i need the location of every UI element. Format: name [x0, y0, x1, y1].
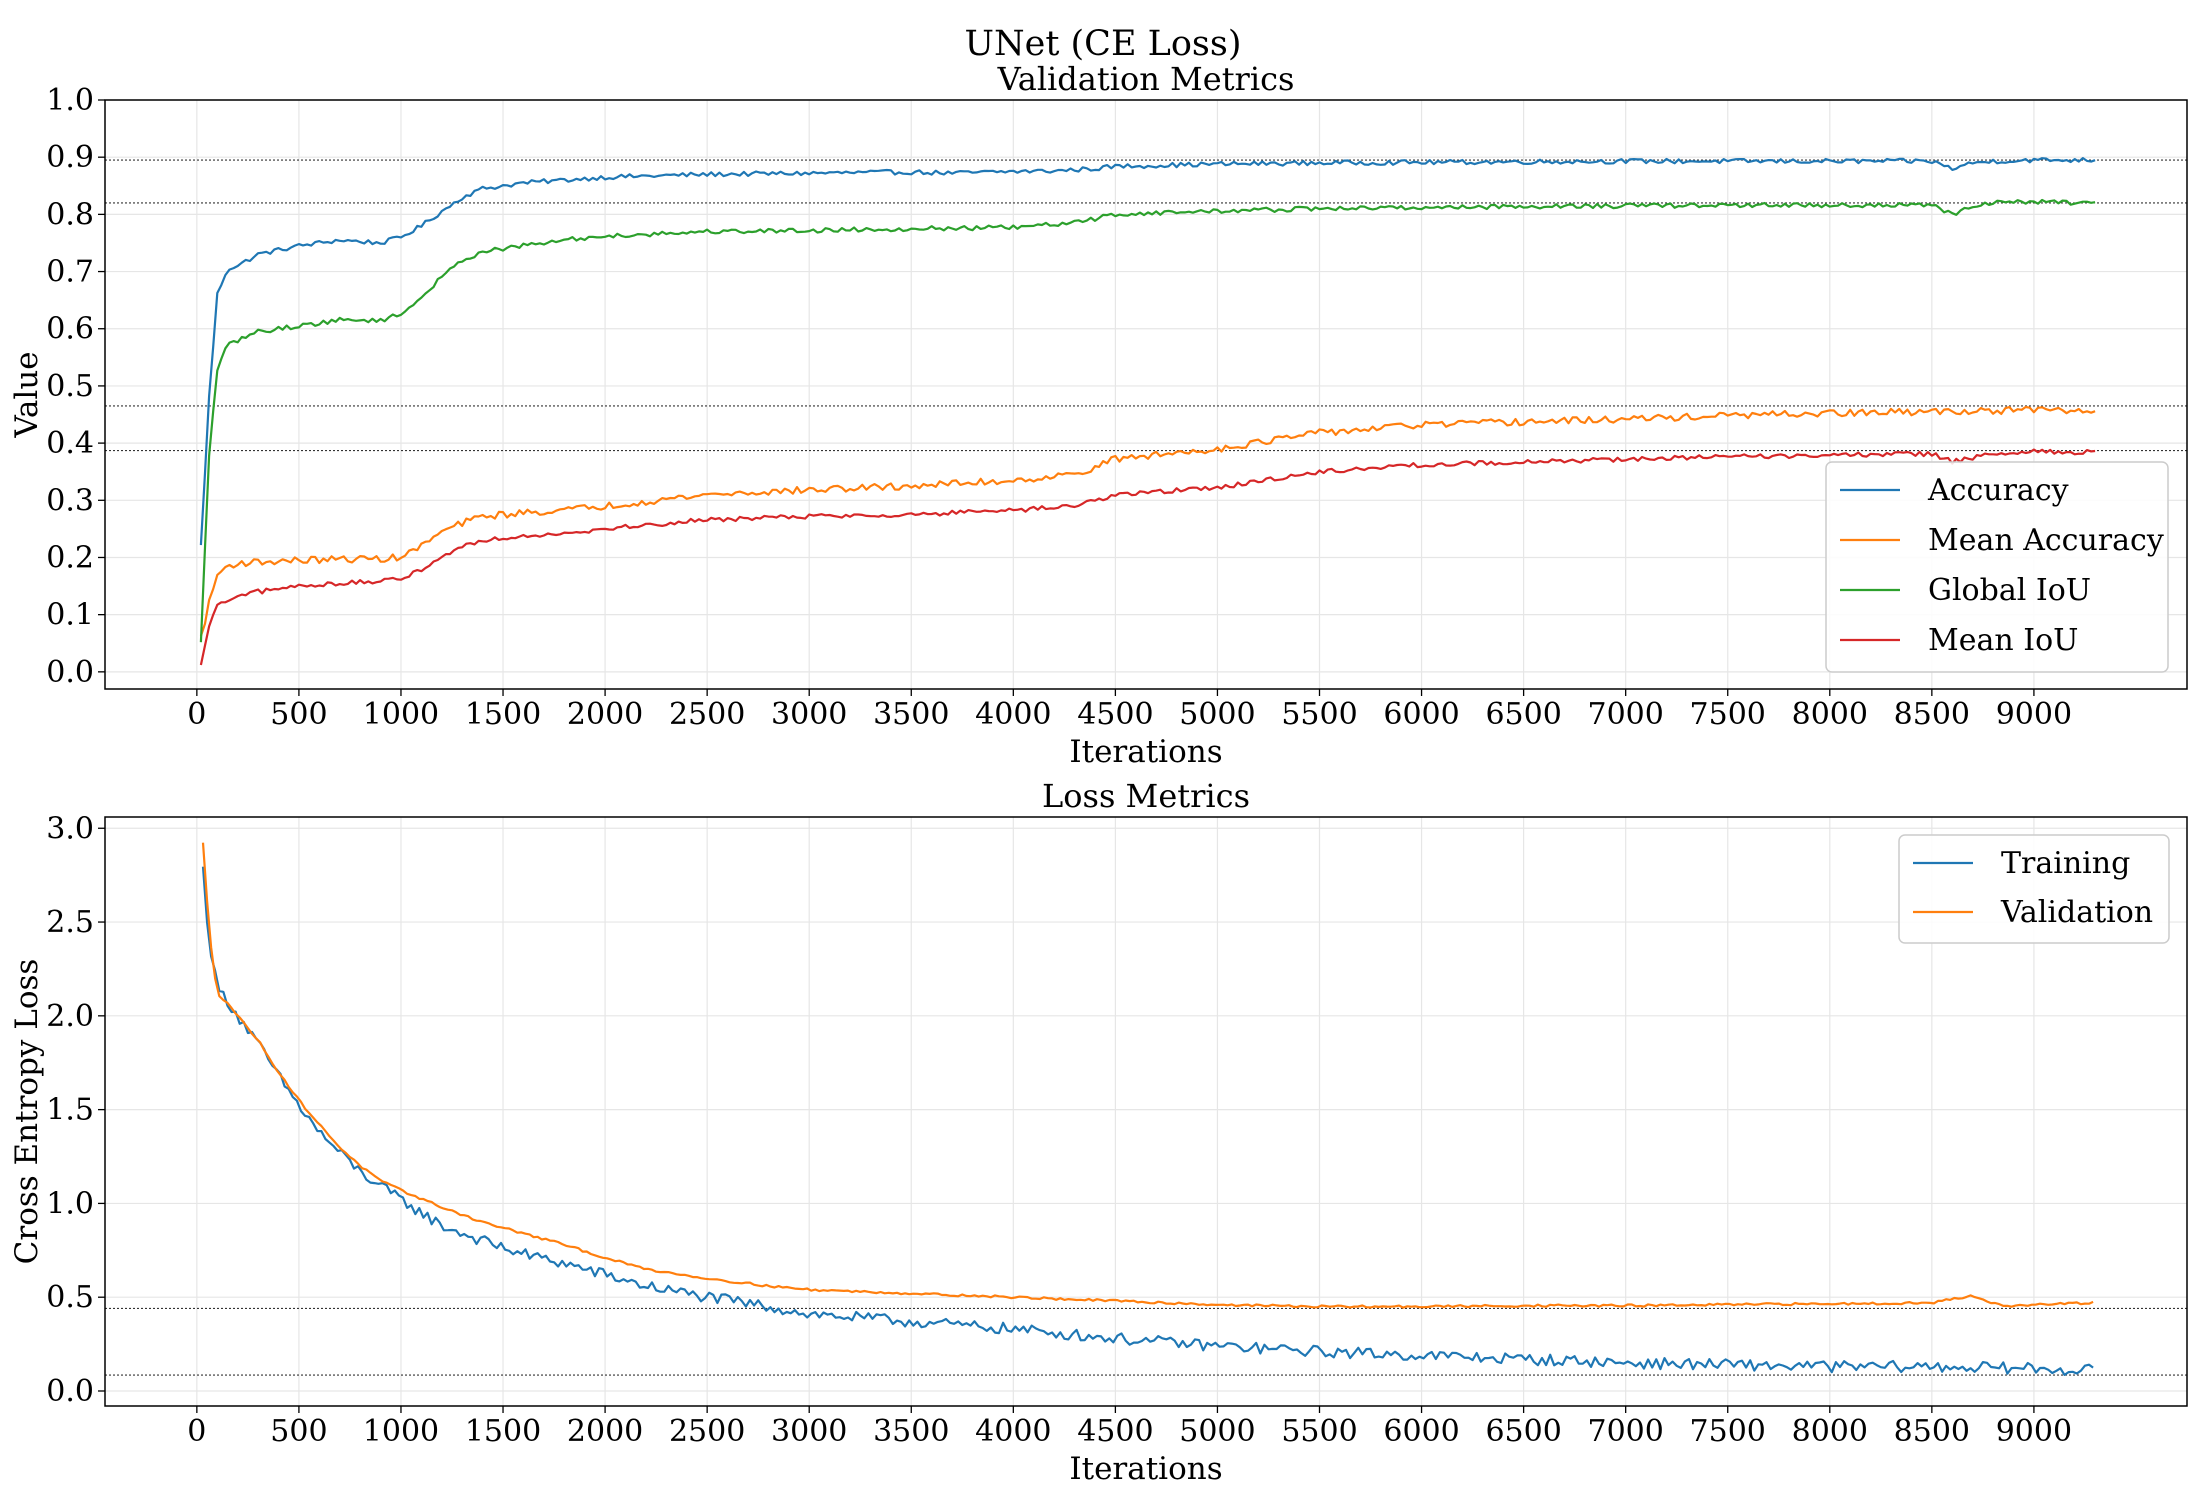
y-tick-label: 0.6 [46, 312, 94, 347]
x-tick-label: 2000 [567, 1414, 643, 1449]
y-tick-label: 0.5 [46, 369, 94, 404]
x-axis-label: Iterations [1069, 734, 1222, 770]
x-tick-label: 6500 [1485, 697, 1561, 732]
x-tick-label: 3500 [873, 1414, 949, 1449]
y-tick-label: 1.5 [46, 1093, 94, 1128]
x-tick-label: 8000 [1792, 1414, 1868, 1449]
x-tick-label: 7500 [1690, 1414, 1766, 1449]
x-tick-label: 500 [270, 1414, 327, 1449]
x-tick-label: 7000 [1587, 697, 1663, 732]
x-tick-label: 2500 [669, 1414, 745, 1449]
legend-label-global-iou: Global IoU [1928, 573, 2091, 608]
y-tick-label: 1.0 [46, 83, 94, 118]
axes-frame [104, 99, 2188, 690]
x-tick-label: 8500 [1894, 697, 1970, 732]
y-tick-label: 0.2 [46, 540, 94, 575]
x-tick-label: 0 [187, 1414, 206, 1449]
x-axis-label: Iterations [1069, 1451, 1222, 1487]
legend-label-mean-accuracy: Mean Accuracy [1928, 523, 2164, 558]
x-tick-label: 4000 [975, 697, 1051, 732]
y-tick-label: 3.0 [46, 811, 94, 846]
chart-title: Loss Metrics [1042, 777, 1250, 815]
x-tick-label: 1000 [363, 697, 439, 732]
x-tick-label: 6000 [1383, 1414, 1459, 1449]
legend-label-mean-iou: Mean IoU [1928, 623, 2078, 658]
y-tick-label: 0.9 [46, 140, 94, 175]
x-tick-label: 4000 [975, 1414, 1051, 1449]
x-tick-label: 7500 [1690, 697, 1766, 732]
series-line-training [201, 866, 2094, 1377]
legend-label-validation: Validation [2000, 895, 2153, 930]
y-tick-label: 2.0 [46, 999, 94, 1034]
x-tick-label: 8000 [1792, 697, 1868, 732]
y-tick-label: 2.5 [46, 905, 94, 940]
y-tick-label: 0.4 [46, 426, 94, 461]
x-tick-label: 3000 [771, 697, 847, 732]
x-tick-label: 4500 [1077, 1414, 1153, 1449]
x-tick-label: 7000 [1587, 1414, 1663, 1449]
legend-box [1825, 461, 2169, 673]
x-tick-label: 5500 [1281, 1414, 1357, 1449]
loss-metrics-panel: 0 500 1000 1500 2000 2500 3000 3500 4000 4500 5000… [9, 777, 2188, 1487]
y-tick-label: 0.0 [46, 1374, 94, 1409]
x-tick-label: 6500 [1485, 1414, 1561, 1449]
x-tick-label: 4500 [1077, 697, 1153, 732]
series-line-accuracy [199, 157, 2096, 546]
x-tick-label: 9000 [1996, 1414, 2072, 1449]
x-tick-label: 5000 [1179, 697, 1255, 732]
x-tick-label: 3000 [771, 1414, 847, 1449]
x-tick-label: 3500 [873, 697, 949, 732]
legend: Training Validation [1898, 834, 2170, 944]
x-tick-label: 1500 [465, 697, 541, 732]
series-line-validation [201, 842, 2094, 1309]
legend-label-accuracy: Accuracy [1927, 473, 2069, 508]
x-tick-label: 6000 [1383, 697, 1459, 732]
x-tick-label: 1500 [465, 1414, 541, 1449]
x-tick-label: 2000 [567, 697, 643, 732]
y-tick-label: 0.8 [46, 197, 94, 232]
x-tick-label: 8500 [1894, 1414, 1970, 1449]
y-tick-label: 0.5 [46, 1280, 94, 1315]
figure-suptitle: UNet (CE Loss) [964, 24, 1241, 64]
y-tick-label: 0.7 [46, 255, 94, 290]
y-tick-label: 0.1 [46, 598, 94, 633]
y-axis-label: Value [9, 351, 45, 438]
series-line-mean-accuracy [199, 405, 2096, 637]
x-tick-label: 5500 [1281, 697, 1357, 732]
legend: Accuracy Mean Accuracy Global IoU Mean IoU [1825, 461, 2169, 673]
x-tick-label: 5000 [1179, 1414, 1255, 1449]
y-tick-label: 0.0 [46, 655, 94, 690]
series-line-global-iou [199, 198, 2096, 643]
y-axis-label: Cross Entropy Loss [9, 959, 45, 1265]
axes-frame [104, 816, 2188, 1407]
y-tick-label: 0.3 [46, 483, 94, 518]
x-tick-label: 0 [187, 697, 206, 732]
chart-title: Validation Metrics [997, 60, 1295, 98]
x-tick-label: 500 [270, 697, 327, 732]
x-tick-label: 9000 [1996, 697, 2072, 732]
x-tick-label: 1000 [363, 1414, 439, 1449]
legend-label-training: Training [2001, 846, 2130, 881]
series-line-mean-iou [199, 448, 2096, 666]
y-tick-label: 1.0 [46, 1186, 94, 1221]
x-tick-label: 2500 [669, 697, 745, 732]
validation-metrics-panel: 0 500 1000 1500 2000 2500 3000 3500 4000 4500 5000… [9, 60, 2188, 770]
